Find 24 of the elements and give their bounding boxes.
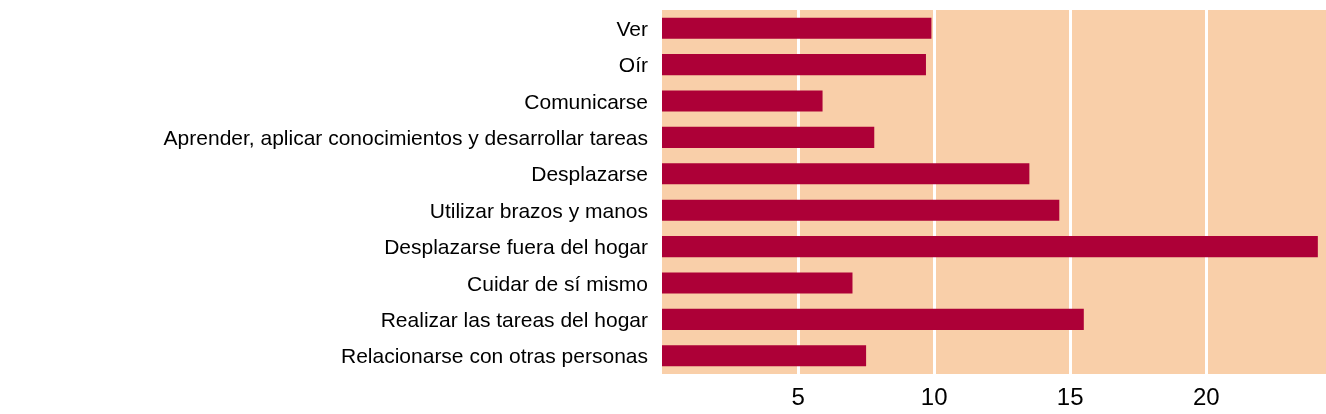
y-tick-label: Aprender, aplicar conocimientos y desarrollar tareas bbox=[163, 125, 648, 149]
bar bbox=[662, 54, 926, 76]
y-tick-label: Ver bbox=[616, 16, 648, 40]
bar bbox=[662, 236, 1318, 258]
bar bbox=[662, 345, 867, 367]
bar bbox=[662, 90, 823, 112]
bar bbox=[662, 272, 853, 294]
bar bbox=[662, 163, 1030, 185]
bar bbox=[662, 199, 1060, 221]
bar bbox=[662, 308, 1084, 330]
x-tick-label: 10 bbox=[920, 382, 948, 410]
bar bbox=[662, 126, 875, 148]
y-tick-label: Utilizar brazos y manos bbox=[429, 198, 648, 222]
x-tick-label: 5 bbox=[791, 382, 805, 410]
y-tick-label: Cuidar de sí mismo bbox=[467, 271, 648, 295]
y-tick-label: Realizar las tareas del hogar bbox=[380, 307, 648, 331]
bar bbox=[662, 17, 932, 39]
x-tick-label: 15 bbox=[1056, 382, 1084, 410]
y-tick-label: Oír bbox=[618, 53, 648, 77]
x-tick-label: 20 bbox=[1192, 382, 1220, 410]
y-tick-label: Relacionarse con otras personas bbox=[340, 344, 648, 368]
y-tick-label: Desplazarse bbox=[531, 162, 648, 186]
y-tick-label: Comunicarse bbox=[524, 89, 648, 113]
y-tick-label: Desplazarse fuera del hogar bbox=[384, 235, 648, 259]
